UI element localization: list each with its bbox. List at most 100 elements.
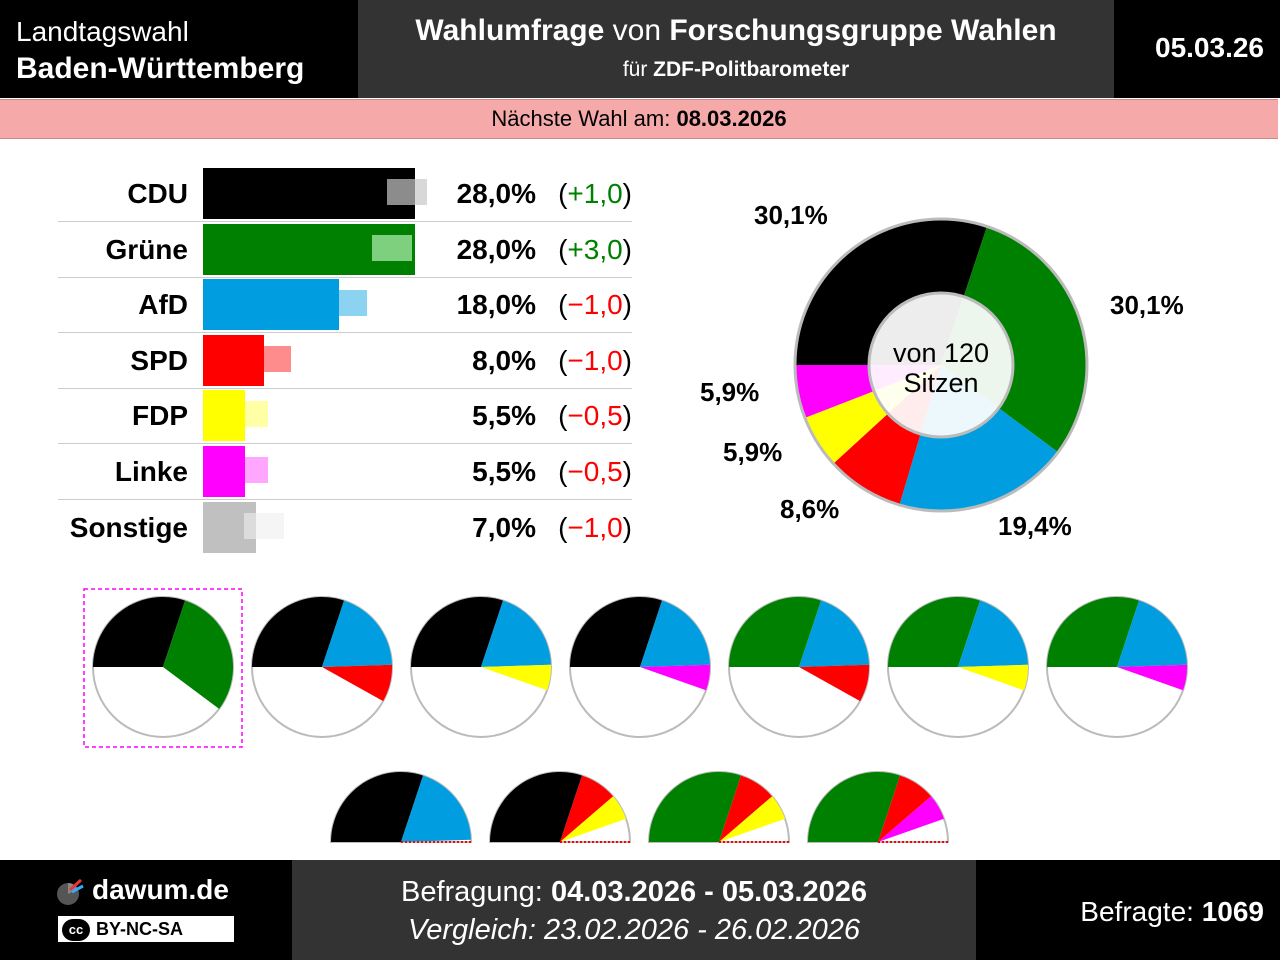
bar-linke: [203, 446, 245, 497]
seat-slice-gruene: [941, 226, 1087, 453]
coalition-cdu-afd-linke: [569, 596, 711, 738]
bar-row-afd: AfD 18,0% (−1,0): [58, 277, 632, 334]
diff-label: (−1,0): [558, 511, 632, 543]
bar-cdu: [203, 168, 415, 219]
previous-value-marker: [228, 457, 269, 483]
coalition-slice-fdp: [481, 664, 551, 691]
bar-fdp: [203, 390, 245, 442]
survey-info-box: Befragung: 04.03.2026 - 05.03.2026 Vergl…: [292, 860, 976, 960]
previous-value-marker: [251, 345, 292, 372]
value-label: 28,0%: [456, 178, 536, 209]
party-label: CDU: [127, 178, 188, 209]
row-divider: [58, 499, 632, 500]
poll-date: 05.03.26: [1155, 32, 1264, 63]
poll-title: Wahlumfrage von Forschungsgruppe Wahlen: [415, 14, 1057, 47]
coalition-slice-spd: [719, 775, 773, 842]
survey-period: Befragung: 04.03.2026 - 05.03.2026: [400, 876, 867, 908]
coalition-slice-afd: [481, 600, 551, 667]
coalition-slice-cdu: [490, 772, 583, 842]
pie-label-cdu: 30,1%: [754, 200, 828, 230]
seat-pie-center: [867, 291, 1015, 439]
seat-pie-center-text: Sitzen: [903, 368, 978, 398]
coalition-gruene-afd-linke: [1046, 596, 1188, 738]
diff-label: (−1,0): [558, 344, 632, 376]
previous-value-marker: [243, 512, 284, 539]
seat-pie-center-text: von 120: [893, 338, 989, 368]
diff-value: −1,0: [567, 511, 623, 543]
value-label: 7,0%: [472, 511, 536, 543]
respondents-count: Befragte: 1069: [1080, 896, 1264, 927]
coalition-slice-linke: [640, 664, 710, 691]
highlight-frame: [83, 588, 243, 748]
pie-label-afd: 19,4%: [998, 511, 1072, 541]
coalition-gruene-afd-fdp: [887, 596, 1029, 738]
coalition-slice-afd: [322, 600, 392, 667]
next-election-bar: Nächste Wahl am: 08.03.2026: [0, 99, 1278, 139]
dawum-logo-icon: [57, 878, 84, 905]
value-label: 18,0%: [456, 289, 536, 321]
row-divider: [58, 276, 632, 278]
coalition-slice-gruene: [1047, 597, 1140, 667]
row-divider: [58, 387, 632, 389]
party-label: Sonstige: [69, 511, 188, 543]
value-label: 5,5%: [472, 456, 536, 487]
coalition-slice-fdp: [719, 796, 786, 842]
coalition-cdu-spd-fdp: [488, 771, 632, 843]
election-title-box: Landtagswahl Baden-Württemberg: [0, 0, 358, 98]
coalition-slice-cdu: [570, 597, 663, 667]
value-label: 8,0%: [472, 344, 536, 376]
coalition-cdu-gruene: [83, 588, 243, 748]
election-state: Baden-Württemberg: [16, 52, 305, 85]
diff-label: (−1,0): [558, 289, 632, 321]
coalition-slice-gruene: [808, 772, 901, 842]
comparison-period: Vergleich: 23.02.2026 - 26.02.2026: [408, 914, 860, 946]
coalition-slice-cdu: [252, 597, 345, 667]
bar-row-gruene: Grüne 28,0% (+3,0): [58, 222, 632, 278]
footer-brand-box: dawum.de cc BY-NC-SA: [0, 860, 292, 960]
coalition-slice-cdu: [411, 597, 504, 667]
coalition-slice-afd: [1117, 600, 1187, 667]
poll-title-box: Wahlumfrage von Forschungsgruppe Wahlen …: [358, 0, 1114, 98]
coalition-slice-fdp: [560, 796, 627, 842]
party-label: SPD: [130, 344, 188, 376]
party-label: Linke: [114, 456, 188, 487]
diff-label: (−0,5): [558, 456, 632, 487]
row-divider: [58, 332, 632, 334]
pie-label-fdp: 5,9%: [723, 437, 783, 467]
coalition-cdu-afd: [329, 771, 473, 843]
coalition-slice-spd: [878, 775, 932, 842]
coalition-slice-gruene: [888, 597, 981, 667]
diff-label: (+3,0): [558, 233, 632, 265]
coalition-slice-afd: [958, 600, 1028, 667]
brand-link[interactable]: dawum.de: [92, 874, 229, 905]
diff-value: −0,5: [567, 456, 623, 487]
coalition-slice-linke: [1117, 664, 1187, 691]
bar-spd: [203, 334, 264, 386]
seat-pie-outline: [793, 217, 1089, 513]
bar-row-spd: SPD 8,0% (−1,0): [58, 333, 632, 389]
pie-label-gruene: 30,1%: [1110, 290, 1184, 320]
coalition-slice-linke: [878, 796, 945, 842]
row-divider: [58, 443, 632, 445]
pie-label-spd: 8,6%: [780, 494, 840, 524]
license-badge[interactable]: cc BY-NC-SA: [56, 914, 236, 944]
diff-value: −1,0: [567, 289, 623, 321]
diff-label: (−0,5): [558, 400, 632, 432]
coalition-slice-gruene: [729, 597, 822, 667]
bar-row-cdu: CDU 28,0% (+1,0): [58, 166, 632, 222]
coalition-cdu-afd-fdp: [410, 596, 552, 738]
bar-row-sonstige: Sonstige 7,0% (−1,0): [58, 500, 632, 556]
coalition-slice-spd: [560, 775, 614, 842]
cc-icon: cc: [62, 919, 90, 942]
coalition-slice-gruene: [163, 600, 234, 709]
coalition-slice-spd: [799, 664, 869, 702]
coalition-slice-cdu: [331, 772, 424, 842]
coalition-slice-gruene: [649, 772, 742, 842]
next-election-date: 08.03.2026: [676, 106, 787, 131]
coalition-slice-cdu: [93, 597, 186, 667]
bar-afd: [203, 279, 340, 331]
coalition-slice-afd: [799, 600, 869, 667]
respondents-box: Befragte: 1069: [976, 860, 1280, 960]
election-type: Landtagswahl: [16, 16, 189, 47]
